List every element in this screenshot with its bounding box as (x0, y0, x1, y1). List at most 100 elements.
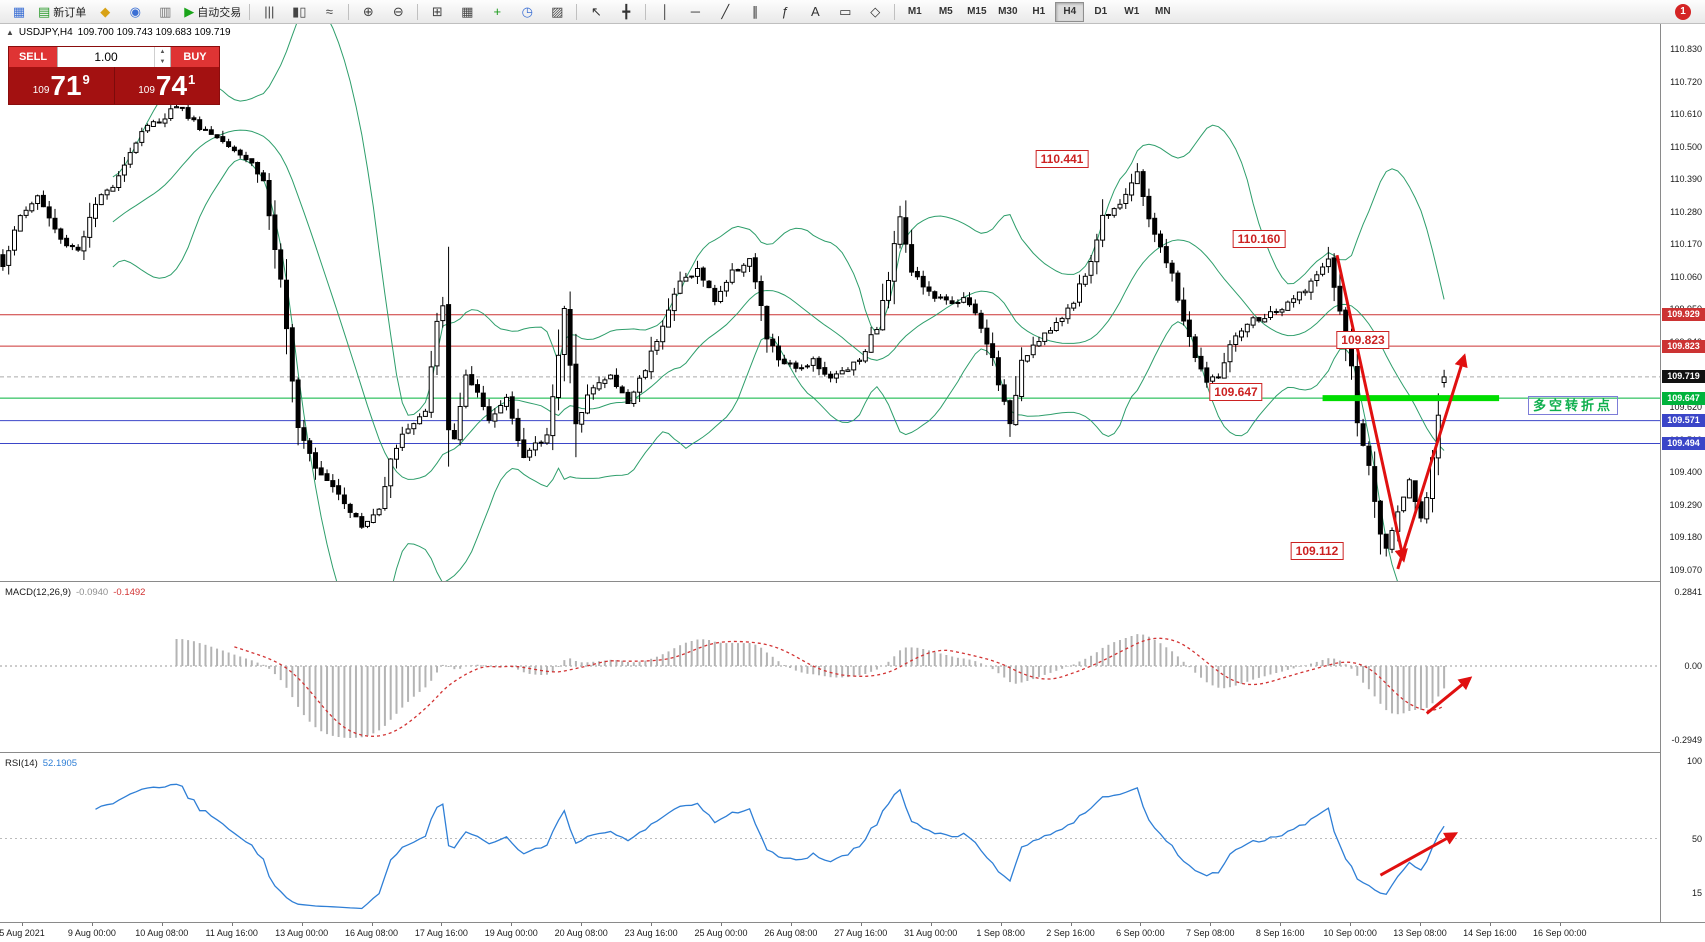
time-tick (231, 923, 233, 926)
candlestick-icon: ▮▯ (292, 3, 307, 19)
price-tag: 109.929 (1662, 308, 1705, 321)
sep3 (417, 3, 419, 20)
collapse-trade-panel-icon[interactable]: ▲ (6, 28, 14, 37)
new-order-button: ▤ (38, 3, 51, 19)
buy-button[interactable]: BUY (171, 47, 219, 67)
time-label: 17 Aug 16:00 (414, 928, 468, 938)
time-tick (301, 923, 303, 926)
timeframe-h4[interactable]: H4 (1055, 1, 1085, 22)
tile-windows-icon: ⊞ (431, 3, 443, 19)
vline-icon[interactable]: │ (651, 1, 679, 23)
market-icon[interactable]: ◉ (121, 1, 149, 23)
time-tick (1489, 923, 1491, 926)
time-label: 8 Sep 16:00 (1255, 928, 1305, 938)
text-icon[interactable]: A (801, 1, 829, 23)
macd-signal-line (234, 637, 1445, 737)
fibonacci-icon[interactable]: ƒ (771, 1, 799, 23)
time-label: 31 Aug 00:00 (904, 928, 958, 938)
volume-up-icon[interactable]: ▲ (159, 49, 166, 55)
time-label: 23 Aug 16:00 (624, 928, 678, 938)
zoom-out-icon[interactable]: ⊖ (384, 1, 412, 23)
price-tag: 109.647 (1662, 392, 1705, 405)
label-icon[interactable]: ▭ (831, 1, 859, 23)
price-tag: 109.494 (1662, 437, 1705, 450)
terminal-icon[interactable]: ▥ (151, 1, 179, 23)
price-tick: 109.180 (1669, 532, 1702, 542)
price-axis[interactable]: 110.830 110.720 110.610 110.500 110.390 110.2… (1660, 24, 1705, 922)
hline-icon: ─ (690, 4, 700, 19)
rsi-line (95, 783, 1445, 910)
time-tick (1420, 923, 1421, 926)
time-tick (1070, 923, 1072, 926)
periods-icon[interactable]: ◷ (513, 1, 541, 23)
crosshair-icon[interactable]: ╋ (612, 1, 640, 23)
symbol-title: USDJPY,H4 (18, 27, 73, 38)
volume-input[interactable]: 1.00 (94, 50, 118, 64)
timeframe-h1[interactable]: H1 (1032, 6, 1046, 17)
timeframe-w1[interactable]: W1 (1124, 6, 1140, 17)
indicators-icon[interactable]: + (483, 1, 511, 23)
trend-arrow (1396, 353, 1468, 570)
time-label: 6 Sep 00:00 (1116, 928, 1165, 938)
candlestick-icon[interactable]: ▮▯ (285, 1, 313, 23)
shapes-icon[interactable]: ◇ (861, 1, 889, 23)
price-tick: 109.400 (1669, 467, 1702, 477)
price-tick: 109.620 (1669, 402, 1702, 412)
time-label: 13 Aug 00:00 (275, 928, 329, 938)
price-label-box[interactable]: 109.823 (1336, 331, 1390, 349)
timeframe-m15[interactable]: M15 (967, 6, 987, 17)
sell-price[interactable]: 109 71 9 (9, 67, 115, 104)
macd-separator[interactable] (0, 581, 1705, 584)
rsi-panel[interactable] (0, 755, 1660, 922)
time-tick (91, 923, 93, 926)
template-icon: ▨ (551, 3, 564, 19)
grid-icon[interactable]: ▦ (453, 1, 481, 23)
price-chart[interactable] (0, 24, 1660, 581)
line-chart-icon[interactable]: ≈ (315, 1, 343, 23)
charts-icon[interactable]: ▦ (5, 1, 33, 23)
time-tick (441, 923, 443, 926)
macd-panel[interactable] (0, 584, 1660, 752)
label-icon: ▭ (839, 3, 852, 19)
sep1 (249, 3, 251, 20)
timeframe-mn[interactable]: MN (1155, 6, 1171, 17)
price-label-box[interactable]: 109.647 (1209, 383, 1263, 401)
time-axis[interactable]: 5 Aug 2021 9 Aug 00:00 10 Aug 08:00 11 Aug … (0, 922, 1705, 942)
hline-icon[interactable]: ─ (681, 1, 709, 23)
time-label: 19 Aug 00:00 (484, 928, 538, 938)
price-label-box[interactable]: 109.112 (1290, 542, 1344, 560)
timeframe-m5[interactable]: M5 (938, 6, 953, 17)
notification-badge[interactable]: 1 (1675, 3, 1691, 20)
price-label-box[interactable]: 110.160 (1232, 230, 1286, 248)
new-order-button[interactable]: ▤ 新订单 (35, 1, 89, 23)
buy-price[interactable]: 109 74 1 (115, 67, 220, 104)
zoom-in-icon[interactable]: ⊕ (354, 1, 382, 23)
metaeditor-icon[interactable]: ◆ (91, 1, 119, 23)
price-tick: 110.280 (1670, 207, 1702, 217)
buy-price-pip: 1 (188, 72, 196, 87)
time-label: 1 Sep 08:00 (976, 928, 1025, 938)
charts-icon: ▦ (12, 3, 26, 19)
time-tick (721, 923, 722, 926)
cursor-icon[interactable]: ↖ (582, 1, 610, 23)
turning-point-annotation[interactable]: 多空转折点 (1528, 396, 1619, 415)
volume-down-icon[interactable]: ▼ (159, 59, 166, 65)
timeframe-d1[interactable]: D1 (1094, 6, 1108, 17)
rsi-separator[interactable] (0, 752, 1705, 755)
grid-icon: ▦ (461, 3, 474, 19)
timeframe-m30[interactable]: M30 (998, 6, 1018, 17)
autotrading-button[interactable]: ▶ 自动交易 (181, 1, 244, 23)
bar-chart-icon[interactable]: ||| (255, 1, 283, 23)
price-label-box[interactable]: 110.441 (1035, 150, 1089, 168)
sell-button[interactable]: SELL (9, 47, 57, 67)
macd-scale-label: -0.2949 (1671, 735, 1702, 745)
tile-windows-icon[interactable]: ⊞ (423, 1, 451, 23)
trendline-icon[interactable]: ╱ (711, 1, 739, 23)
time-tick (790, 923, 792, 926)
timeframe-m1[interactable]: M1 (907, 6, 922, 17)
time-label: 20 Aug 08:00 (554, 928, 608, 938)
template-icon[interactable]: ▨ (543, 1, 571, 23)
time-tick (1210, 923, 1212, 926)
channel-icon[interactable]: ∥ (741, 1, 769, 23)
symbol-header: ▲ USDJPY,H4 109.700 109.743 109.683 109.… (6, 27, 231, 38)
